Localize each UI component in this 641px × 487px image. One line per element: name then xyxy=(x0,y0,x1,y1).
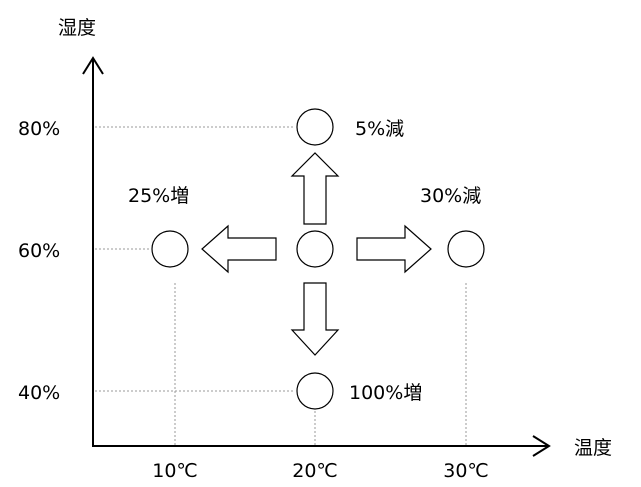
condition-markers xyxy=(151,108,485,410)
high-humidity-circle xyxy=(296,108,334,146)
y-tick-label: 80% xyxy=(18,118,60,140)
down-arrow xyxy=(290,282,340,356)
right-arrow xyxy=(356,224,432,274)
x-tick-label: 30℃ xyxy=(443,460,489,482)
x-tick-label: 10℃ xyxy=(152,460,198,482)
left-arrow xyxy=(201,224,277,274)
y-tick-label: 60% xyxy=(18,240,60,262)
low-temperature-circle xyxy=(151,230,189,268)
x-axis-arrowhead xyxy=(532,435,551,457)
y-axis-arrowhead xyxy=(82,56,104,75)
low-humidity-circle xyxy=(296,372,334,410)
y-axis-title: 湿度 xyxy=(58,17,96,39)
change-label-right: 30%減 xyxy=(420,185,481,207)
high-temperature-circle xyxy=(447,230,485,268)
center-condition-circle xyxy=(296,230,334,268)
x-tick-label: 20℃ xyxy=(292,460,338,482)
change-label-left: 25%増 xyxy=(128,185,189,207)
direction-arrows xyxy=(201,152,432,356)
axes xyxy=(82,56,551,457)
y-tick-label: 40% xyxy=(18,382,60,404)
change-label-up: 5%減 xyxy=(355,118,404,140)
up-arrow xyxy=(290,152,340,225)
guide-lines xyxy=(95,126,467,445)
change-label-down: 100%増 xyxy=(349,382,422,404)
x-axis-title: 温度 xyxy=(574,437,612,459)
